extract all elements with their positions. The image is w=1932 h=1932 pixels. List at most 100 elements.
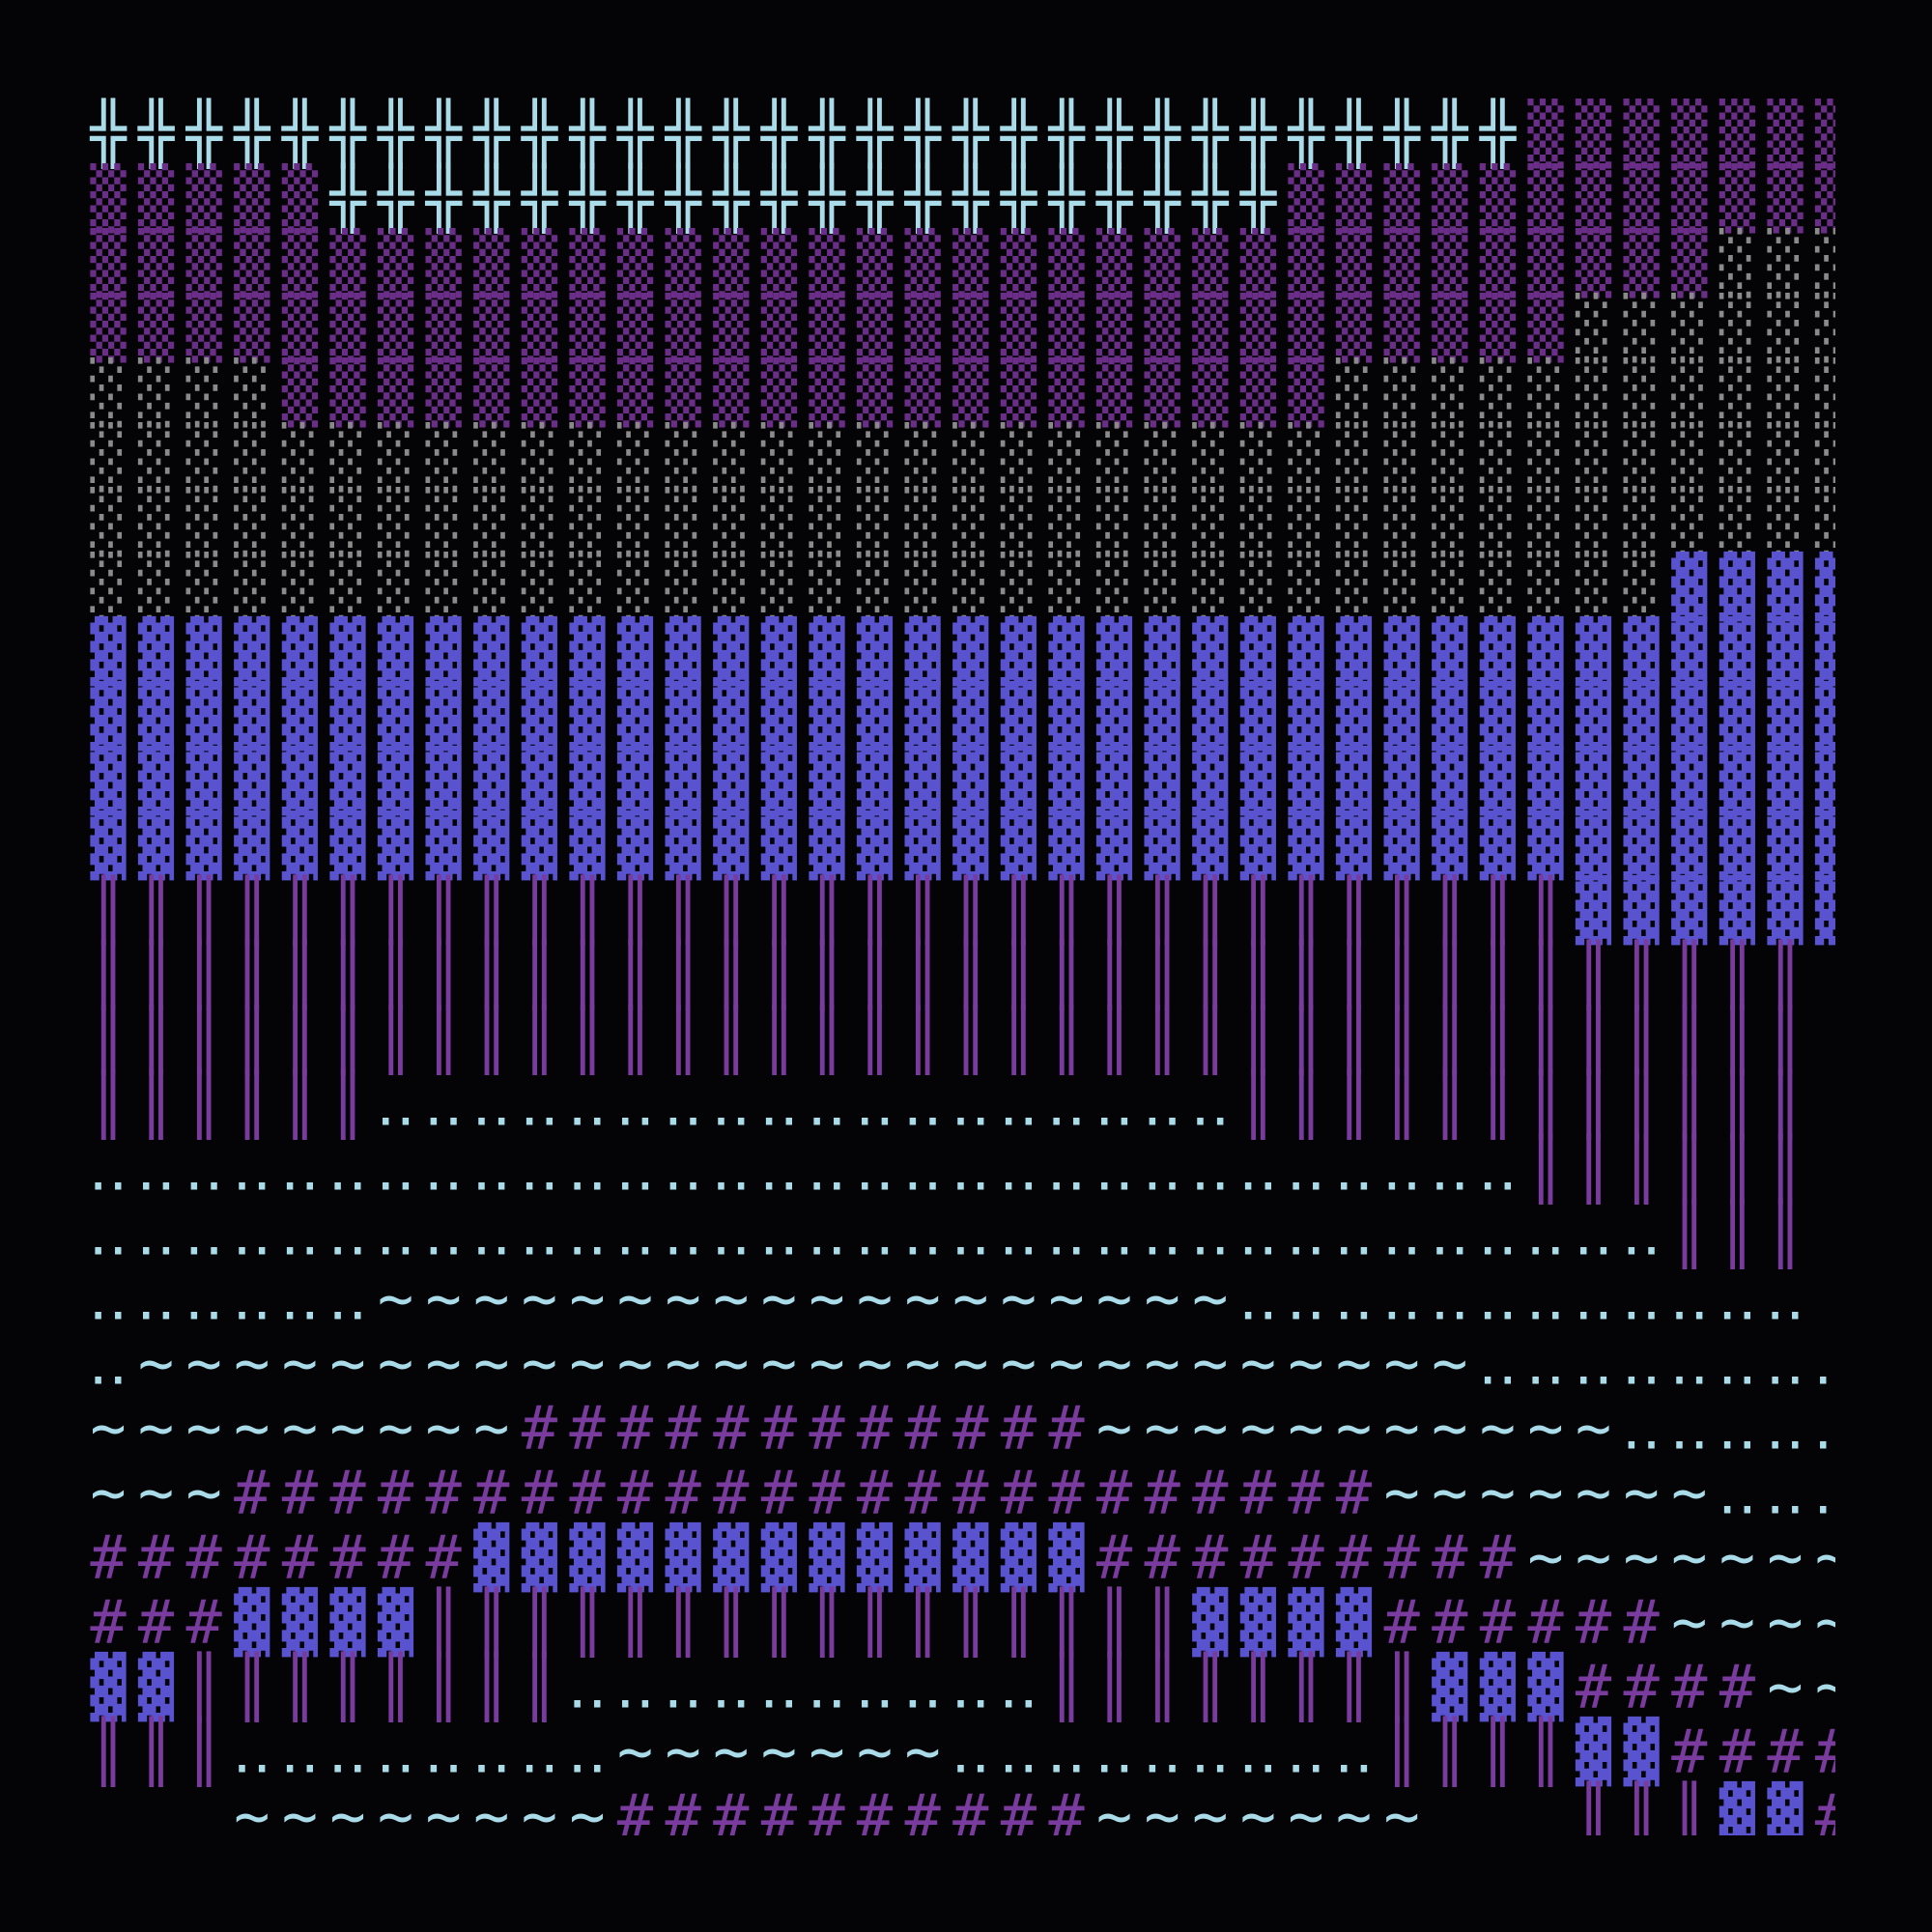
glyph: ▓ bbox=[809, 1522, 845, 1593]
glyph: ▓ bbox=[713, 616, 750, 687]
glyph: ║ bbox=[1240, 1651, 1276, 1723]
glyph: ░ bbox=[1576, 357, 1611, 428]
glyph: # bbox=[1671, 1652, 1708, 1722]
glyph: # bbox=[1767, 1717, 1804, 1787]
glyph: ║ bbox=[809, 1004, 844, 1076]
glyph: ‥ bbox=[1574, 1264, 1613, 1334]
glyph: ╬ bbox=[904, 162, 942, 235]
glyph: ~ bbox=[1432, 1458, 1467, 1528]
glyph: ▓ bbox=[1480, 616, 1517, 687]
glyph: ║ bbox=[522, 939, 557, 1011]
glyph: ▒ bbox=[713, 293, 750, 363]
glyph: ~ bbox=[1048, 1264, 1084, 1334]
glyph: ~ bbox=[473, 1781, 509, 1852]
glyph: ▓ bbox=[761, 746, 798, 816]
glyph: ░ bbox=[1815, 487, 1851, 557]
glyph: ▒ bbox=[90, 293, 127, 363]
glyph: ‥ bbox=[424, 1134, 464, 1205]
glyph: ▓ bbox=[329, 810, 366, 881]
glyph: ~ bbox=[378, 1393, 413, 1463]
glyph: ▓ bbox=[1815, 810, 1852, 881]
glyph: ░ bbox=[426, 487, 462, 557]
glyph: ▓ bbox=[473, 681, 510, 752]
glyph: ╬ bbox=[377, 98, 414, 170]
glyph: ‥ bbox=[759, 1069, 799, 1140]
glyph: ▒ bbox=[1480, 293, 1517, 363]
glyph: ░ bbox=[522, 552, 557, 622]
glyph: ║ bbox=[809, 874, 844, 947]
glyph: ║ bbox=[1240, 939, 1276, 1011]
glyph: ~ bbox=[1671, 1522, 1707, 1593]
glyph: ~ bbox=[1145, 1781, 1180, 1852]
glyph: ║ bbox=[569, 874, 605, 947]
glyph: # bbox=[1048, 1458, 1085, 1528]
glyph: ░ bbox=[522, 422, 557, 493]
glyph: ▓ bbox=[1001, 810, 1037, 881]
glyph: ▒ bbox=[1527, 228, 1564, 298]
glyph: ‥ bbox=[1622, 1264, 1662, 1334]
glyph: # bbox=[1336, 1522, 1373, 1593]
glyph: ░ bbox=[1767, 293, 1803, 363]
glyph: ║ bbox=[186, 874, 222, 947]
glyph: ~ bbox=[234, 1781, 270, 1852]
glyph: # bbox=[426, 1522, 463, 1593]
glyph: # bbox=[1145, 1522, 1181, 1593]
glyph: # bbox=[1096, 1458, 1133, 1528]
glyph: ▒ bbox=[1288, 163, 1324, 234]
glyph: ░ bbox=[1432, 552, 1467, 622]
glyph: ║ bbox=[186, 1651, 222, 1723]
glyph: ▒ bbox=[761, 293, 798, 363]
glyph: ▒ bbox=[1624, 228, 1661, 298]
glyph: ~ bbox=[1527, 1393, 1563, 1463]
glyph: ░ bbox=[1048, 422, 1084, 493]
glyph: ░ bbox=[666, 422, 701, 493]
glyph: ║ bbox=[1192, 939, 1228, 1011]
glyph: ~ bbox=[617, 1264, 653, 1334]
glyph: ║ bbox=[329, 1068, 365, 1141]
glyph: ~ bbox=[666, 1264, 701, 1334]
glyph: ‥ bbox=[951, 1652, 990, 1722]
glyph: ‥ bbox=[1622, 1393, 1662, 1463]
glyph: # bbox=[186, 1587, 223, 1658]
glyph: ~ bbox=[569, 1264, 605, 1334]
glyph: ╬ bbox=[521, 98, 558, 170]
glyph: ░ bbox=[1096, 487, 1132, 557]
glyph: ▒ bbox=[1048, 357, 1085, 428]
glyph: ▒ bbox=[1767, 163, 1804, 234]
glyph: ‥ bbox=[1190, 1717, 1230, 1787]
glyph: ~ bbox=[809, 1328, 844, 1399]
glyph: ▓ bbox=[857, 1522, 894, 1593]
glyph: ‥ bbox=[1143, 1069, 1182, 1140]
glyph: # bbox=[1001, 1781, 1037, 1852]
glyph: ░ bbox=[1096, 552, 1132, 622]
glyph: ║ bbox=[186, 1716, 222, 1788]
glyph: ~ bbox=[617, 1328, 653, 1399]
glyph: ║ bbox=[1767, 1068, 1803, 1141]
glyph: ░ bbox=[138, 422, 174, 493]
glyph: ▒ bbox=[666, 228, 702, 298]
glyph: ░ bbox=[857, 422, 893, 493]
glyph: ╬ bbox=[1144, 162, 1181, 235]
glyph: ║ bbox=[522, 1586, 557, 1659]
glyph: ║ bbox=[666, 1004, 701, 1076]
glyph: ░ bbox=[90, 357, 126, 428]
glyph: ~ bbox=[1096, 1328, 1132, 1399]
glyph: ║ bbox=[1145, 939, 1180, 1011]
glyph: ▓ bbox=[1576, 681, 1612, 752]
glyph: ║ bbox=[1288, 874, 1323, 947]
glyph: ▒ bbox=[1480, 163, 1517, 234]
glyph: ▓ bbox=[1432, 616, 1468, 687]
glyph: ║ bbox=[1001, 874, 1037, 947]
glyph: ▓ bbox=[1527, 810, 1564, 881]
glyph: # bbox=[282, 1522, 319, 1593]
glyph: ~ bbox=[1719, 1587, 1755, 1658]
glyph: ‥ bbox=[711, 1199, 751, 1269]
glyph: ▒ bbox=[282, 163, 319, 234]
glyph: ~ bbox=[426, 1393, 462, 1463]
glyph: ▓ bbox=[1815, 875, 1852, 946]
glyph: ‥ bbox=[1190, 1069, 1230, 1140]
glyph: ▒ bbox=[952, 357, 989, 428]
glyph: ░ bbox=[1336, 357, 1372, 428]
glyph: ╬ bbox=[1047, 162, 1085, 235]
glyph: ║ bbox=[1719, 1004, 1755, 1076]
